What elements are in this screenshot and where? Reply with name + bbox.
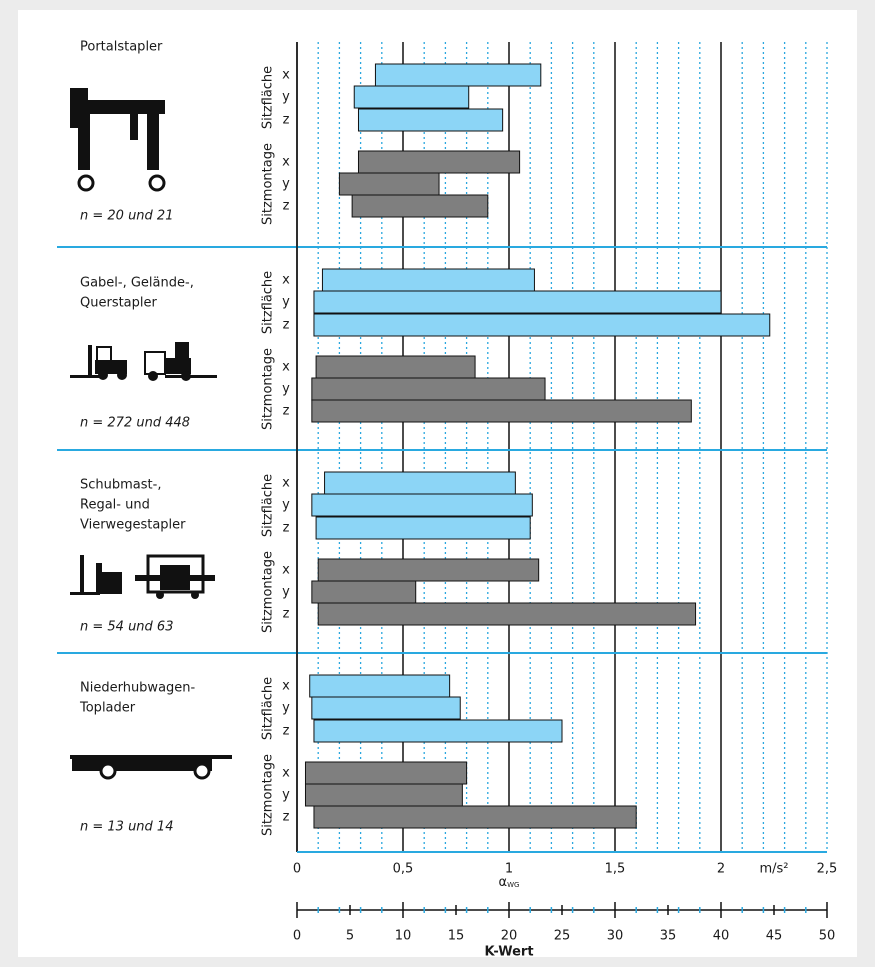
series-label: Sitzmontage [261, 551, 276, 633]
group-name: Querstapler [80, 296, 158, 311]
bar [304, 783, 463, 807]
row-label: y [282, 788, 290, 803]
series-label: Sitzfläche [261, 66, 276, 129]
row-label: x [282, 563, 290, 578]
row-label: x [282, 360, 290, 375]
bar [313, 805, 637, 829]
bar [313, 313, 771, 337]
group-count: n = 272 und 448 [80, 416, 190, 431]
row-label: z [283, 199, 290, 214]
group-name: Portalstapler [80, 40, 163, 55]
bar [357, 108, 504, 132]
row-label: x [282, 679, 290, 694]
row-label: x [282, 766, 290, 781]
icon-lowlift [70, 755, 232, 780]
row-label: z [283, 404, 290, 419]
x-tick-label: 1,5 [605, 862, 626, 877]
group-count: n = 20 und 21 [80, 209, 173, 224]
row-label: x [282, 68, 290, 83]
x-tick-label: 1 [505, 862, 513, 877]
k-tick-label: 20 [501, 929, 518, 944]
bar [321, 268, 535, 292]
bar [315, 355, 476, 379]
bar [315, 516, 531, 540]
k-tick-label: 40 [713, 929, 730, 944]
series-label: Sitzmontage [261, 348, 276, 430]
x-unit: m/s² [759, 862, 788, 877]
row-label: x [282, 155, 290, 170]
row-label: z [283, 607, 290, 622]
bar [311, 493, 533, 517]
k-tick-label: 25 [554, 929, 571, 944]
series-label: Sitzfläche [261, 271, 276, 334]
row-label: y [282, 90, 290, 105]
bar [351, 194, 489, 218]
row-label: y [282, 701, 290, 716]
x-axis-symbol: α [499, 875, 508, 890]
icon-portal [70, 88, 166, 192]
row-label: z [283, 318, 290, 333]
bar [304, 761, 468, 785]
x-axis-label: αWG [499, 875, 520, 890]
bar [311, 580, 417, 604]
k-tick-label: 35 [660, 929, 677, 944]
k-tick-label: 5 [346, 929, 354, 944]
bar [317, 558, 540, 582]
series-label: Sitzmontage [261, 754, 276, 836]
row-label: z [283, 810, 290, 825]
bar [309, 674, 451, 698]
row-label: y [282, 177, 290, 192]
bar [357, 150, 521, 174]
k-tick-label: 30 [607, 929, 624, 944]
bar [311, 696, 461, 720]
bar [313, 719, 563, 743]
row-label: y [282, 585, 290, 600]
bar [338, 172, 440, 196]
icon-forklift [70, 342, 217, 381]
row-label: z [283, 724, 290, 739]
group-name: Toplader [79, 701, 136, 716]
x-tick-label: 2 [717, 862, 725, 877]
series-label: Sitzfläche [261, 474, 276, 537]
group-name: Vierwegestapler [80, 518, 186, 533]
group-name: Niederhubwagen- [80, 681, 196, 696]
row-label: y [282, 498, 290, 513]
k-tick-label: 50 [819, 929, 836, 944]
group-name: Regal- und [80, 498, 150, 513]
bar [324, 471, 516, 495]
row-label: z [283, 113, 290, 128]
bar [313, 290, 722, 314]
k-tick-label: 0 [293, 929, 301, 944]
k-tick-label: 10 [395, 929, 412, 944]
series-label: Sitzmontage [261, 143, 276, 225]
bar [353, 85, 470, 109]
x-tick-label: 2,5 [817, 862, 838, 877]
row-label: x [282, 273, 290, 288]
group-name: Schubmast-, [80, 478, 161, 493]
group-count: n = 54 und 63 [80, 620, 173, 635]
k-tick-label: 45 [766, 929, 783, 944]
row-label: y [282, 382, 290, 397]
bar [311, 377, 546, 401]
row-label: z [283, 521, 290, 536]
k-axis-label: K-Wert [484, 945, 533, 960]
series-label: Sitzfläche [261, 677, 276, 740]
group-count: n = 13 und 14 [80, 820, 173, 835]
bar [374, 63, 542, 87]
x-tick-label: 0,5 [393, 862, 414, 877]
k-tick-label: 15 [448, 929, 465, 944]
bar [311, 399, 692, 423]
group-name: Gabel-, Gelände-, [80, 276, 194, 291]
x-tick-label: 0 [293, 862, 301, 877]
row-label: y [282, 295, 290, 310]
row-label: x [282, 476, 290, 491]
icon-reach [70, 554, 215, 599]
x-axis-subscript: WG [507, 881, 519, 889]
bar [317, 602, 697, 626]
